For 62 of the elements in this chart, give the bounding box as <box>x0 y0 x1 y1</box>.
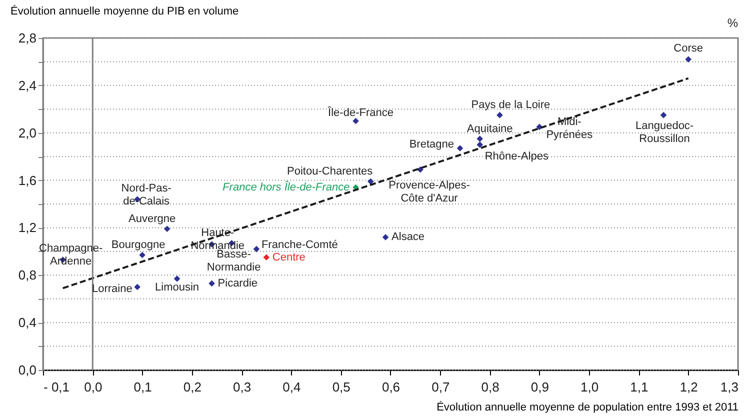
point <box>536 124 543 130</box>
annotation: Midi- Pyrénées <box>546 116 594 141</box>
x-tick-label: 1,3 <box>720 380 738 394</box>
x-tick-label: 0,6 <box>382 380 400 394</box>
x-tick-label: 0,3 <box>233 380 252 394</box>
point <box>134 284 140 290</box>
annotation: Provence-Alpes- Côte d'Azur <box>388 180 470 205</box>
text: % <box>727 16 738 30</box>
x-tick-label: 0,5 <box>332 380 350 394</box>
x-tick-label: 0,9 <box>530 380 549 394</box>
y-tick-label: 0,4 <box>18 315 36 330</box>
y-tick-label: 1,2 <box>18 220 36 236</box>
point <box>685 56 692 63</box>
annotation: Limousin <box>155 282 200 294</box>
point <box>352 118 359 124</box>
point <box>660 112 667 118</box>
annotation: Corse <box>674 42 704 54</box>
annotation: Franche-Comté <box>261 239 338 252</box>
annotation: Poitou-Charentes <box>287 165 374 178</box>
x-tick-label: - 0,1 <box>44 380 70 394</box>
point <box>476 142 484 148</box>
x-tick-label: 0,4 <box>282 380 301 394</box>
annotation: Bretagne <box>409 138 454 150</box>
x-tick-label: 1,0 <box>580 380 599 394</box>
annotation: Île-de-France <box>327 106 394 119</box>
annotation: Bourgogne <box>111 238 166 251</box>
x-axis-title: Évolution annuelle moyenne de population entre 1993 et 2011 <box>436 400 738 414</box>
point <box>164 226 170 232</box>
annotation: Languedoc- Roussillon <box>635 120 694 146</box>
series-label: Centre <box>272 251 306 264</box>
point <box>382 234 389 240</box>
y-tick-label: 0,8 <box>18 268 36 283</box>
x-tick-label: 0,8 <box>481 380 500 394</box>
annotation: Auvergne <box>128 212 176 225</box>
x-tick-label: 1,1 <box>630 380 648 394</box>
annotation: Picardie <box>218 277 258 290</box>
annotation: Aquitaine <box>466 122 513 135</box>
y-tick-label: 2,4 <box>18 78 36 93</box>
point <box>367 178 374 185</box>
point <box>496 112 503 118</box>
x-tick-label: 1,2 <box>680 380 698 394</box>
annotation: Pays de la Loire <box>471 99 550 112</box>
annotation: Rhône-Alpes <box>484 150 549 163</box>
point <box>208 280 215 287</box>
series-label: France hors Île-de-France <box>222 180 350 194</box>
x-tick-label: 0,0 <box>84 380 102 394</box>
y-axis-title: Évolution annuelle moyenne du PIB en volume <box>10 4 239 18</box>
point <box>139 252 146 258</box>
point <box>263 254 270 261</box>
point <box>456 145 464 152</box>
point <box>174 276 180 282</box>
point <box>476 136 484 142</box>
y-tick-label: 1,6 <box>18 172 36 188</box>
y-tick-label: 2,0 <box>18 125 36 140</box>
y-tick-label: 2,8 <box>18 30 36 46</box>
x-tick-label: 0,7 <box>432 380 450 394</box>
point <box>253 246 260 252</box>
annotation: Nord-Pas- de-Calais <box>121 182 172 208</box>
annotation: Alsace <box>392 231 425 244</box>
x-tick-label: 0,2 <box>183 380 202 394</box>
x-tick-label: 0,1 <box>134 380 152 394</box>
y-tick-label: 0,0 <box>18 362 36 378</box>
